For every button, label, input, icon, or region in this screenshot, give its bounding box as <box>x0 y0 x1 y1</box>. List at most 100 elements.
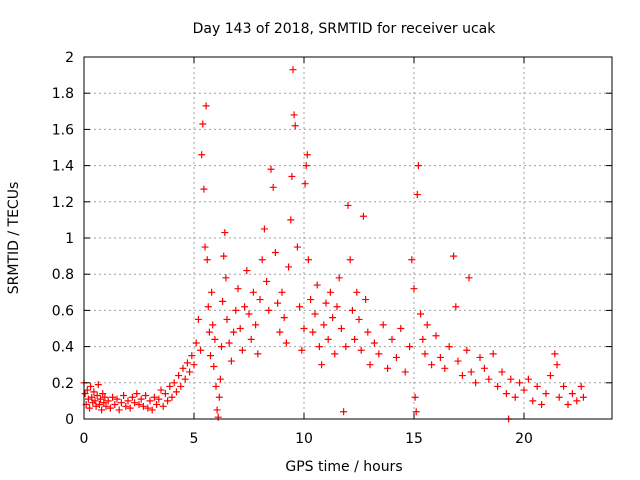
data-point <box>278 288 286 296</box>
data-point <box>126 404 134 412</box>
data-point <box>95 401 103 409</box>
data-point <box>298 346 306 354</box>
data-point <box>115 406 123 414</box>
data-point <box>190 361 198 369</box>
data-point <box>161 390 169 398</box>
data-point <box>117 399 125 407</box>
data-point <box>265 306 273 314</box>
data-point <box>100 399 108 407</box>
data-point <box>211 335 219 343</box>
data-point <box>538 401 546 409</box>
data-point <box>234 285 242 293</box>
data-point <box>303 151 311 159</box>
data-point <box>172 388 180 396</box>
data-point <box>155 395 163 403</box>
data-point <box>201 243 209 251</box>
data-point <box>254 350 262 358</box>
data-point <box>304 256 312 264</box>
data-point <box>276 328 284 336</box>
data-point <box>362 296 370 304</box>
data-point <box>296 303 304 311</box>
data-point <box>81 390 89 398</box>
data-point <box>406 343 414 351</box>
data-point <box>333 303 341 311</box>
data-point <box>98 406 106 414</box>
data-point <box>421 350 429 358</box>
data-point <box>137 395 145 403</box>
data-point <box>204 303 212 311</box>
data-point <box>324 335 332 343</box>
data-point <box>148 406 156 414</box>
data-point <box>417 310 425 318</box>
data-point <box>243 267 251 275</box>
x-tick-label: 10 <box>295 431 313 447</box>
data-point <box>577 382 585 390</box>
data-point <box>364 328 372 336</box>
data-point <box>355 315 363 323</box>
data-point <box>502 390 510 398</box>
data-point <box>135 401 143 409</box>
data-point <box>480 364 488 372</box>
data-point <box>326 288 334 296</box>
data-point <box>318 361 326 369</box>
data-point <box>198 151 206 159</box>
data-point <box>293 243 301 251</box>
data-point <box>215 393 223 401</box>
y-tick-label: 0.4 <box>52 340 74 356</box>
data-point <box>428 361 436 369</box>
data-point <box>150 393 158 401</box>
data-point <box>210 363 218 371</box>
x-tick-label: 5 <box>190 431 199 447</box>
data-point <box>454 357 462 365</box>
data-point <box>285 263 293 271</box>
data-point <box>542 390 550 398</box>
data-point <box>219 297 227 305</box>
data-point <box>131 399 139 407</box>
data-point <box>133 390 141 398</box>
data-point <box>309 328 317 336</box>
data-point <box>573 397 581 405</box>
data-point <box>351 335 359 343</box>
data-point <box>205 328 213 336</box>
data-point <box>236 325 244 332</box>
y-tick-label: 2 <box>65 50 74 66</box>
data-point <box>209 321 217 329</box>
data-point <box>104 397 112 405</box>
data-point <box>181 375 189 383</box>
data-point <box>247 335 255 343</box>
data-point <box>445 343 453 351</box>
x-tick-label: 0 <box>80 431 89 447</box>
data-point <box>472 379 480 387</box>
data-point <box>271 248 279 256</box>
data-point <box>142 391 150 399</box>
data-point <box>208 288 216 296</box>
data-point <box>302 162 310 170</box>
y-tick-label: 0.8 <box>52 267 74 283</box>
data-point <box>568 390 576 398</box>
data-point <box>465 274 473 282</box>
data-point <box>120 391 128 399</box>
data-point <box>379 321 387 329</box>
data-point <box>357 346 365 354</box>
data-point <box>313 281 321 289</box>
data-point <box>186 368 194 376</box>
data-point <box>287 216 295 224</box>
data-point <box>179 364 187 372</box>
data-point <box>564 401 572 409</box>
data-point <box>113 395 121 403</box>
data-point <box>290 111 298 119</box>
data-point <box>232 306 240 314</box>
data-point <box>220 252 228 260</box>
data-point <box>579 393 587 401</box>
data-point <box>214 413 222 421</box>
x-tick-label: 20 <box>515 431 533 447</box>
axis-ticks: 00.20.40.60.811.21.41.61.820 5 10 15 20 <box>52 50 612 447</box>
data-point <box>146 397 154 405</box>
y-tick-label: 1.4 <box>52 159 74 175</box>
data-point <box>249 288 257 296</box>
data-point <box>280 314 288 322</box>
data-point <box>551 350 559 358</box>
grid <box>84 57 612 419</box>
data-point <box>225 339 233 347</box>
